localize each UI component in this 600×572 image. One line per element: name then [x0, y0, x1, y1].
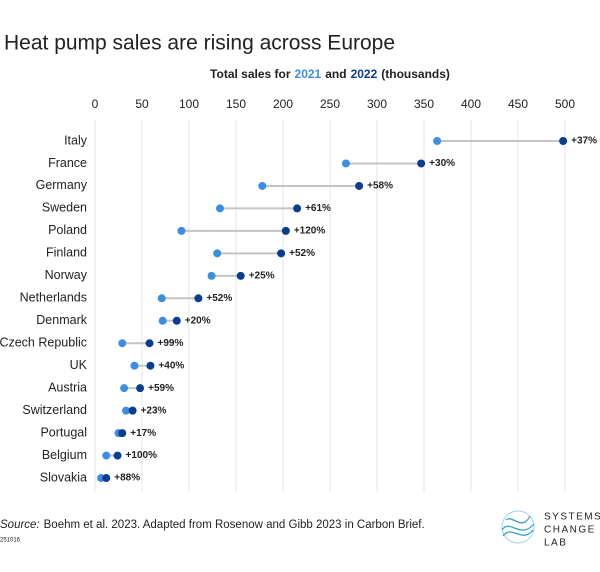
logo-waves	[501, 515, 535, 537]
y-tick-label: Poland	[48, 223, 87, 237]
data-label: +61%	[305, 203, 331, 214]
legend-entry: 2021	[295, 67, 322, 81]
dot	[102, 474, 111, 483]
x-tick-label: 250	[320, 97, 340, 111]
y-tick-label: Italy	[64, 133, 88, 147]
y-tick-label: Germany	[36, 178, 88, 192]
y-tick-label: Denmark	[36, 313, 87, 327]
dot	[559, 137, 568, 145]
logo-text: CHANGE	[544, 525, 596, 536]
y-tick-label: Austria	[48, 380, 87, 394]
data-label: +52%	[289, 248, 315, 259]
dot	[157, 294, 166, 303]
logo: SYSTEMS CHANGE LAB	[501, 510, 600, 549]
y-tick-label: Belgium	[42, 448, 87, 462]
x-tick-label: 50	[135, 97, 149, 111]
dot	[258, 181, 267, 190]
chart-code: 251016	[0, 538, 21, 544]
x-tick-label: 500	[555, 97, 575, 111]
dot	[136, 384, 145, 393]
data-label: +20%	[185, 315, 211, 326]
source: Source: Boehm et al. 2023. Adapted from R…	[0, 519, 425, 531]
y-tick-label: Slovakia	[40, 470, 87, 484]
dot	[341, 159, 350, 168]
data-label: +17%	[130, 428, 156, 439]
y-tick-label: Finland	[46, 246, 87, 260]
subtitle-part: Total sales for	[210, 67, 291, 81]
y-tick-label: Switzerland	[22, 403, 87, 417]
dot	[172, 316, 181, 325]
x-tick-label: 450	[508, 97, 528, 111]
dot	[128, 406, 137, 415]
dot	[293, 204, 302, 213]
x-tick-label: 150	[226, 97, 246, 111]
dot	[118, 339, 127, 348]
chart-title: Heat pump sales are rising across Europe	[4, 32, 395, 55]
dot	[113, 451, 122, 460]
x-tick-label: 100	[179, 97, 199, 111]
x-tick-label: 350	[414, 97, 434, 111]
data-label: +120%	[294, 226, 326, 237]
x-tick-label: 300	[367, 97, 387, 111]
source-text: Boehm et al. 2023. Adapted from Rosenow …	[44, 519, 425, 531]
dot	[122, 406, 131, 415]
dot	[277, 249, 286, 258]
dot	[194, 294, 203, 303]
y-tick-label: UK	[70, 358, 88, 372]
dot	[281, 226, 290, 235]
subtitle-part: and	[325, 67, 346, 81]
dot	[102, 451, 111, 460]
data-label: +99%	[158, 338, 184, 349]
dot	[158, 316, 167, 325]
logo-ring	[501, 510, 535, 544]
dot	[145, 339, 154, 348]
x-tick-label: 400	[461, 97, 481, 111]
y-tick-label: France	[48, 156, 87, 170]
dot	[120, 384, 129, 393]
data-label: +23%	[141, 405, 167, 416]
dot	[216, 204, 225, 213]
dot	[118, 429, 127, 438]
data-label: +59%	[148, 383, 174, 394]
dot	[177, 226, 186, 235]
dot	[236, 271, 245, 280]
dot	[433, 137, 442, 145]
dot	[207, 271, 216, 280]
logo-text: SYSTEMS	[544, 512, 600, 523]
data-label: +25%	[249, 270, 275, 281]
y-tick-label: Sweden	[42, 201, 87, 215]
data-label: +52%	[206, 293, 232, 304]
chart-subtitle: Total sales for 2021 and 2022 (thousands)	[210, 67, 450, 81]
y-tick-label: Norway	[45, 268, 88, 282]
legend-entry: 2022	[351, 67, 378, 81]
dot	[213, 249, 222, 258]
x-tick-label: 0	[92, 97, 99, 111]
subtitle-part: (thousands)	[381, 67, 450, 81]
data-label: +30%	[429, 158, 455, 169]
data-label: +40%	[158, 360, 184, 371]
data-label: +100%	[126, 450, 158, 461]
y-tick-label: Netherlands	[20, 291, 87, 305]
dot	[417, 159, 426, 168]
y-tick-label: Czech Republic	[0, 336, 87, 350]
dot	[146, 361, 155, 370]
dot	[355, 181, 364, 190]
y-tick-label: Portugal	[40, 425, 87, 439]
logo-text: LAB	[544, 538, 567, 549]
dot	[130, 361, 139, 370]
source-label: Source:	[0, 519, 40, 531]
x-tick-label: 200	[273, 97, 293, 111]
data-label: +37%	[571, 136, 597, 147]
data-label: +88%	[114, 473, 140, 484]
data-label: +58%	[367, 181, 393, 192]
